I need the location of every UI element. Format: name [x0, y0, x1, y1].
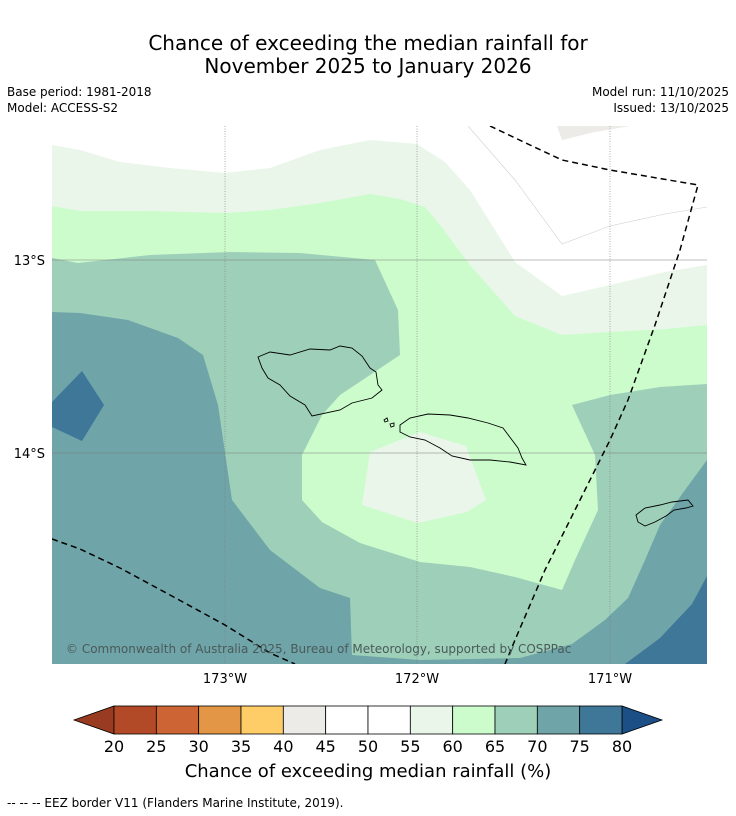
tutuila-island — [635, 499, 694, 527]
latitude-label-13s: 13°S — [14, 254, 45, 269]
longitude-label-172w: 172°W — [395, 672, 439, 687]
base-period-label: Base period: 1981-2018 — [7, 85, 152, 99]
model-label: Model: ACCESS-S2 — [7, 101, 119, 115]
contour-55-60-center — [362, 432, 486, 523]
colorbar-tick-40: 40 — [273, 737, 293, 756]
savaii-island — [257, 345, 383, 417]
colorbar-cell-55-60 — [409, 705, 454, 735]
colorbar-cell-30-35 — [198, 705, 242, 735]
eez-legend-note: -- -- -- EEZ border V11 (Flanders Marine… — [7, 796, 344, 810]
colorbar-low-extension — [72, 705, 115, 735]
colorbar-high-extension — [621, 705, 664, 735]
colorbar-cell-60-65 — [452, 705, 496, 735]
manono-islet — [383, 417, 389, 423]
contour-40-45-north — [557, 126, 630, 140]
island-coastlines — [257, 345, 694, 527]
contour-75-80-southeast — [625, 576, 707, 664]
colorbar-cell-75-80 — [579, 705, 623, 735]
colorbar-label: Chance of exceeding median rainfall (%) — [184, 761, 552, 782]
upolu-island — [399, 413, 527, 466]
colorbar-cell-65-70 — [494, 705, 538, 735]
colorbar-tick-20: 20 — [104, 737, 124, 756]
probability-contours: © Commonwealth of Australia 2025, Bureau… — [52, 126, 707, 664]
colorbar-cell-40-45 — [282, 705, 327, 735]
contour-line-45 — [467, 126, 707, 245]
colorbar-tick-55: 55 — [400, 737, 420, 756]
graticule — [52, 126, 707, 664]
colorbar-tick-45: 45 — [315, 737, 335, 756]
colorbar: 20 25 30 35 40 45 50 55 60 65 70 75 80 — [72, 705, 664, 756]
colorbar-tick-35: 35 — [231, 737, 251, 756]
model-run-label: Model run: 11/10/2025 — [591, 85, 729, 99]
colorbar-tick-60: 60 — [442, 737, 462, 756]
colorbar-tick-70: 70 — [527, 737, 547, 756]
issued-label: Issued: 13/10/2025 — [613, 101, 729, 115]
apolima-islet — [389, 422, 395, 428]
colorbar-cell-50-55 — [367, 705, 411, 735]
colorbar-cell-20-25 — [113, 705, 157, 735]
colorbar-cell-45-50 — [325, 705, 369, 735]
colorbar-cell-70-75 — [536, 705, 581, 735]
colorbar-cell-35-40 — [240, 705, 284, 735]
colorbar-tick-80: 80 — [612, 737, 632, 756]
longitude-label-171w: 171°W — [588, 672, 632, 687]
contour-75-80-west — [52, 371, 104, 441]
colorbar-tick-65: 65 — [485, 737, 505, 756]
colorbar-tick-30: 30 — [188, 737, 208, 756]
longitude-label-173w: 173°W — [203, 672, 247, 687]
chart-title-line2: November 2025 to January 2026 — [204, 54, 532, 78]
latitude-label-14s: 14°S — [14, 447, 45, 462]
eez-border — [52, 126, 699, 664]
colorbar-tick-50: 50 — [358, 737, 378, 756]
colorbar-cell-25-30 — [155, 705, 200, 735]
contour-70-75 — [52, 312, 707, 664]
colorbar-tick-25: 25 — [146, 737, 166, 756]
chart-title-line1: Chance of exceeding the median rainfall … — [148, 31, 588, 55]
colorbar-tick-75: 75 — [569, 737, 589, 756]
copyright-notice: © Commonwealth of Australia 2025, Bureau… — [66, 642, 571, 656]
